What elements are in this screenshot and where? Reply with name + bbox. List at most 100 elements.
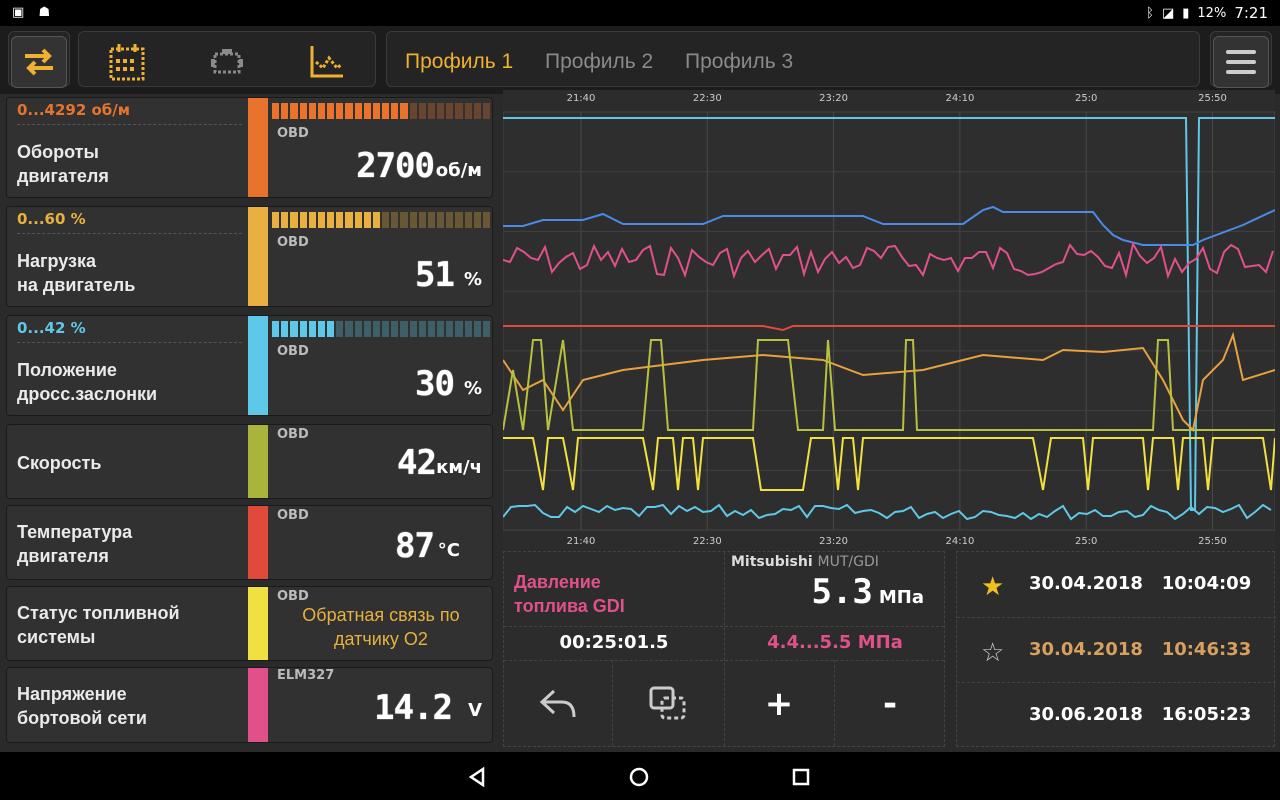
level-segment: [455, 321, 463, 337]
level-segment: [391, 103, 399, 119]
divider: [17, 124, 242, 125]
level-segment: [455, 103, 463, 119]
level-segment: [418, 103, 426, 119]
sensor-name: Скорость: [17, 453, 102, 473]
level-segment: [464, 321, 472, 337]
divider: [504, 660, 944, 661]
level-segment: [418, 212, 426, 228]
divider: [17, 342, 242, 343]
tab-profile-2[interactable]: Профиль 2: [545, 50, 654, 73]
time-tick-label: 24:10: [945, 93, 974, 104]
engine-button[interactable]: [207, 42, 247, 82]
level-segment: [446, 321, 454, 337]
sensor-unit: об/м: [435, 160, 482, 181]
sensor-card-fuel-system[interactable]: Статус топливной системы OBD Обратная свя…: [6, 586, 493, 661]
add-button[interactable]: +: [764, 684, 794, 724]
level-segment: [409, 212, 417, 228]
session-row[interactable]: ★ 30.04.2018 10:04:09: [957, 552, 1276, 617]
level-segment: [345, 103, 353, 119]
view-switcher: [78, 31, 376, 87]
sensor-source: OBD: [277, 344, 309, 359]
recents-nav-icon[interactable]: [790, 766, 812, 788]
sensor-value: 14.2: [374, 688, 453, 728]
level-segment: [354, 212, 362, 228]
sensor-value: 51: [415, 255, 455, 295]
sensor-color-stripe: [248, 668, 268, 742]
swap-button[interactable]: [11, 36, 67, 88]
sensor-name: Напряжение бортовой сети: [17, 684, 147, 728]
sensor-color-stripe: [248, 587, 268, 660]
level-segment: [272, 321, 280, 337]
sensor-card-throttle[interactable]: 0...42 % Положение дросс.заслонки OBD 30 …: [6, 315, 493, 416]
fuel-status-text: Обратная связь по датчику О2: [302, 605, 460, 649]
home-nav-icon[interactable]: [628, 766, 650, 788]
sensor-source: ELM327: [277, 668, 335, 683]
sensor-unit: км/ч: [436, 457, 482, 478]
tab-profile-1[interactable]: Профиль 1: [405, 50, 514, 73]
divider: [724, 552, 725, 746]
divider: [504, 626, 944, 627]
remove-button[interactable]: -: [882, 684, 898, 724]
series-line-olive: [502, 339, 1275, 431]
tab-profile-3[interactable]: Профиль 3: [685, 50, 794, 73]
back-nav-icon[interactable]: [466, 766, 488, 788]
copy-button[interactable]: [612, 660, 724, 748]
parameter-range: 4.4...5.5 МПа: [767, 632, 903, 653]
undo-button[interactable]: [504, 660, 612, 748]
level-segment: [473, 103, 481, 119]
trend-chart[interactable]: 21:40 22:30 23:20 24:10 25:0 25:50 21:40 22:30…: [502, 90, 1276, 550]
sensor-level-bar: [272, 321, 491, 337]
calendar-button[interactable]: [107, 42, 147, 82]
star-filled-icon[interactable]: ★: [981, 572, 1005, 602]
sensor-name: Температура двигателя: [17, 522, 133, 566]
engine-icon: [211, 49, 243, 74]
level-segment: [354, 321, 362, 337]
level-segment: [317, 212, 326, 228]
parameter-reading: 5.3 МПа: [811, 572, 924, 612]
sensor-unit: °C: [437, 540, 460, 561]
sensor-value: 42: [397, 443, 437, 483]
session-row[interactable]: ☆ 30.04.2018 10:46:33: [957, 617, 1276, 682]
level-segment: [437, 321, 445, 337]
level-segment: [482, 212, 491, 228]
star-outline-icon[interactable]: ☆: [981, 638, 1005, 668]
image-notification-icon: ▣: [12, 5, 25, 20]
battery-percent: 12%: [1197, 5, 1227, 21]
status-bar: ▣ ☗ ᛒ ◪ ▮ 12% 7:21: [0, 0, 1280, 26]
time-tick-label: 24:10: [945, 536, 974, 547]
sensor-card-voltage[interactable]: Напряжение бортовой сети ELM327 14.2 V: [6, 667, 493, 743]
time-tick-label: 23:20: [819, 536, 848, 547]
menu-button[interactable]: [1213, 36, 1269, 88]
time-tick-label: 23:20: [819, 93, 848, 104]
sensor-color-stripe: [248, 506, 268, 579]
level-segment: [327, 103, 335, 119]
bluetooth-icon: ᛒ: [1146, 5, 1154, 21]
parameter-panel: Давление топлива GDI Mitsubishi MUT/GDI 5…: [503, 551, 945, 747]
time-tick-label: 22:30: [693, 93, 722, 104]
level-segment: [382, 321, 390, 337]
level-segment: [290, 321, 298, 337]
sensor-color-stripe: [248, 98, 268, 197]
sensor-card-speed[interactable]: Скорость OBD 42 км/ч: [6, 424, 493, 499]
level-segment: [391, 212, 399, 228]
series-line-blue: [503, 205, 1276, 246]
level-segment: [446, 212, 454, 228]
level-segment: [400, 321, 408, 337]
sensor-card-temperature[interactable]: Температура двигателя OBD 87 °C: [6, 505, 493, 580]
sensor-value: 2700: [356, 146, 435, 186]
level-segment: [446, 103, 454, 119]
sensor-range: 0...4292 об/м: [17, 101, 131, 119]
sensor-card-rpm[interactable]: 0...4292 об/м Обороты двигателя OBD 2700 …: [6, 97, 493, 198]
sensor-card-load[interactable]: 0...60 % Нагрузка на двигатель OBD 51 %: [6, 206, 493, 307]
session-row[interactable]: 30.06.2018 16:05:23: [957, 682, 1276, 747]
level-segment: [281, 103, 289, 119]
no-sim-icon: ◪: [1161, 5, 1175, 21]
chart-view-button[interactable]: [307, 42, 347, 82]
level-segment: [317, 321, 326, 337]
copy-icon: [649, 686, 686, 720]
level-segment: [327, 212, 335, 228]
level-segment: [482, 103, 491, 119]
time-tick-label: 25:0: [1075, 536, 1097, 547]
level-segment: [473, 321, 481, 337]
